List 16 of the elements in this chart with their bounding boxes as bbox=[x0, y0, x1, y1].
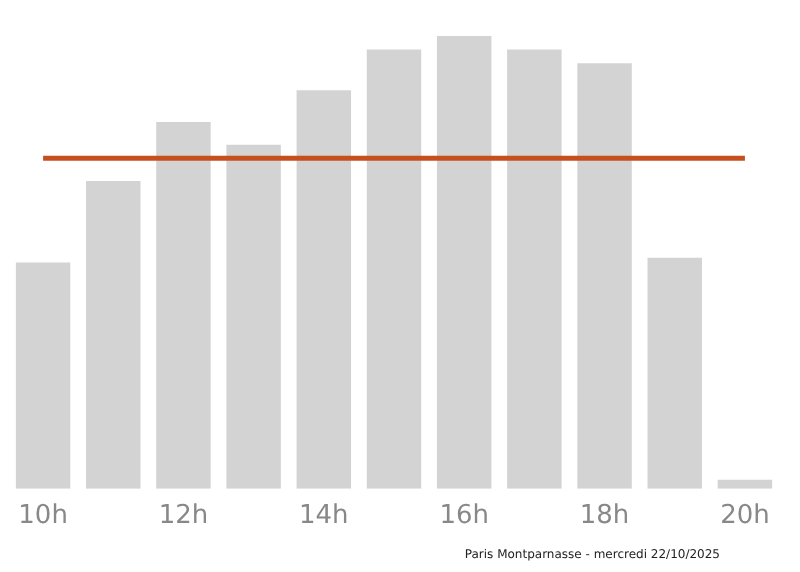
x-tick-label: 16h bbox=[439, 501, 489, 532]
x-tick-label: 20h bbox=[720, 501, 770, 532]
bar bbox=[86, 180, 141, 489]
x-tick-label: 12h bbox=[158, 501, 209, 532]
x-tick-label: 10h bbox=[18, 501, 68, 532]
bar bbox=[226, 144, 281, 489]
bar bbox=[507, 49, 562, 489]
x-tick-label: 14h bbox=[299, 501, 349, 532]
bar bbox=[366, 49, 422, 489]
bar bbox=[436, 36, 492, 489]
bar bbox=[156, 122, 211, 489]
x-tick-label: 18h bbox=[579, 501, 630, 532]
bar bbox=[577, 63, 632, 489]
bar bbox=[296, 90, 352, 489]
bar bbox=[647, 257, 702, 489]
bar bbox=[15, 262, 71, 489]
